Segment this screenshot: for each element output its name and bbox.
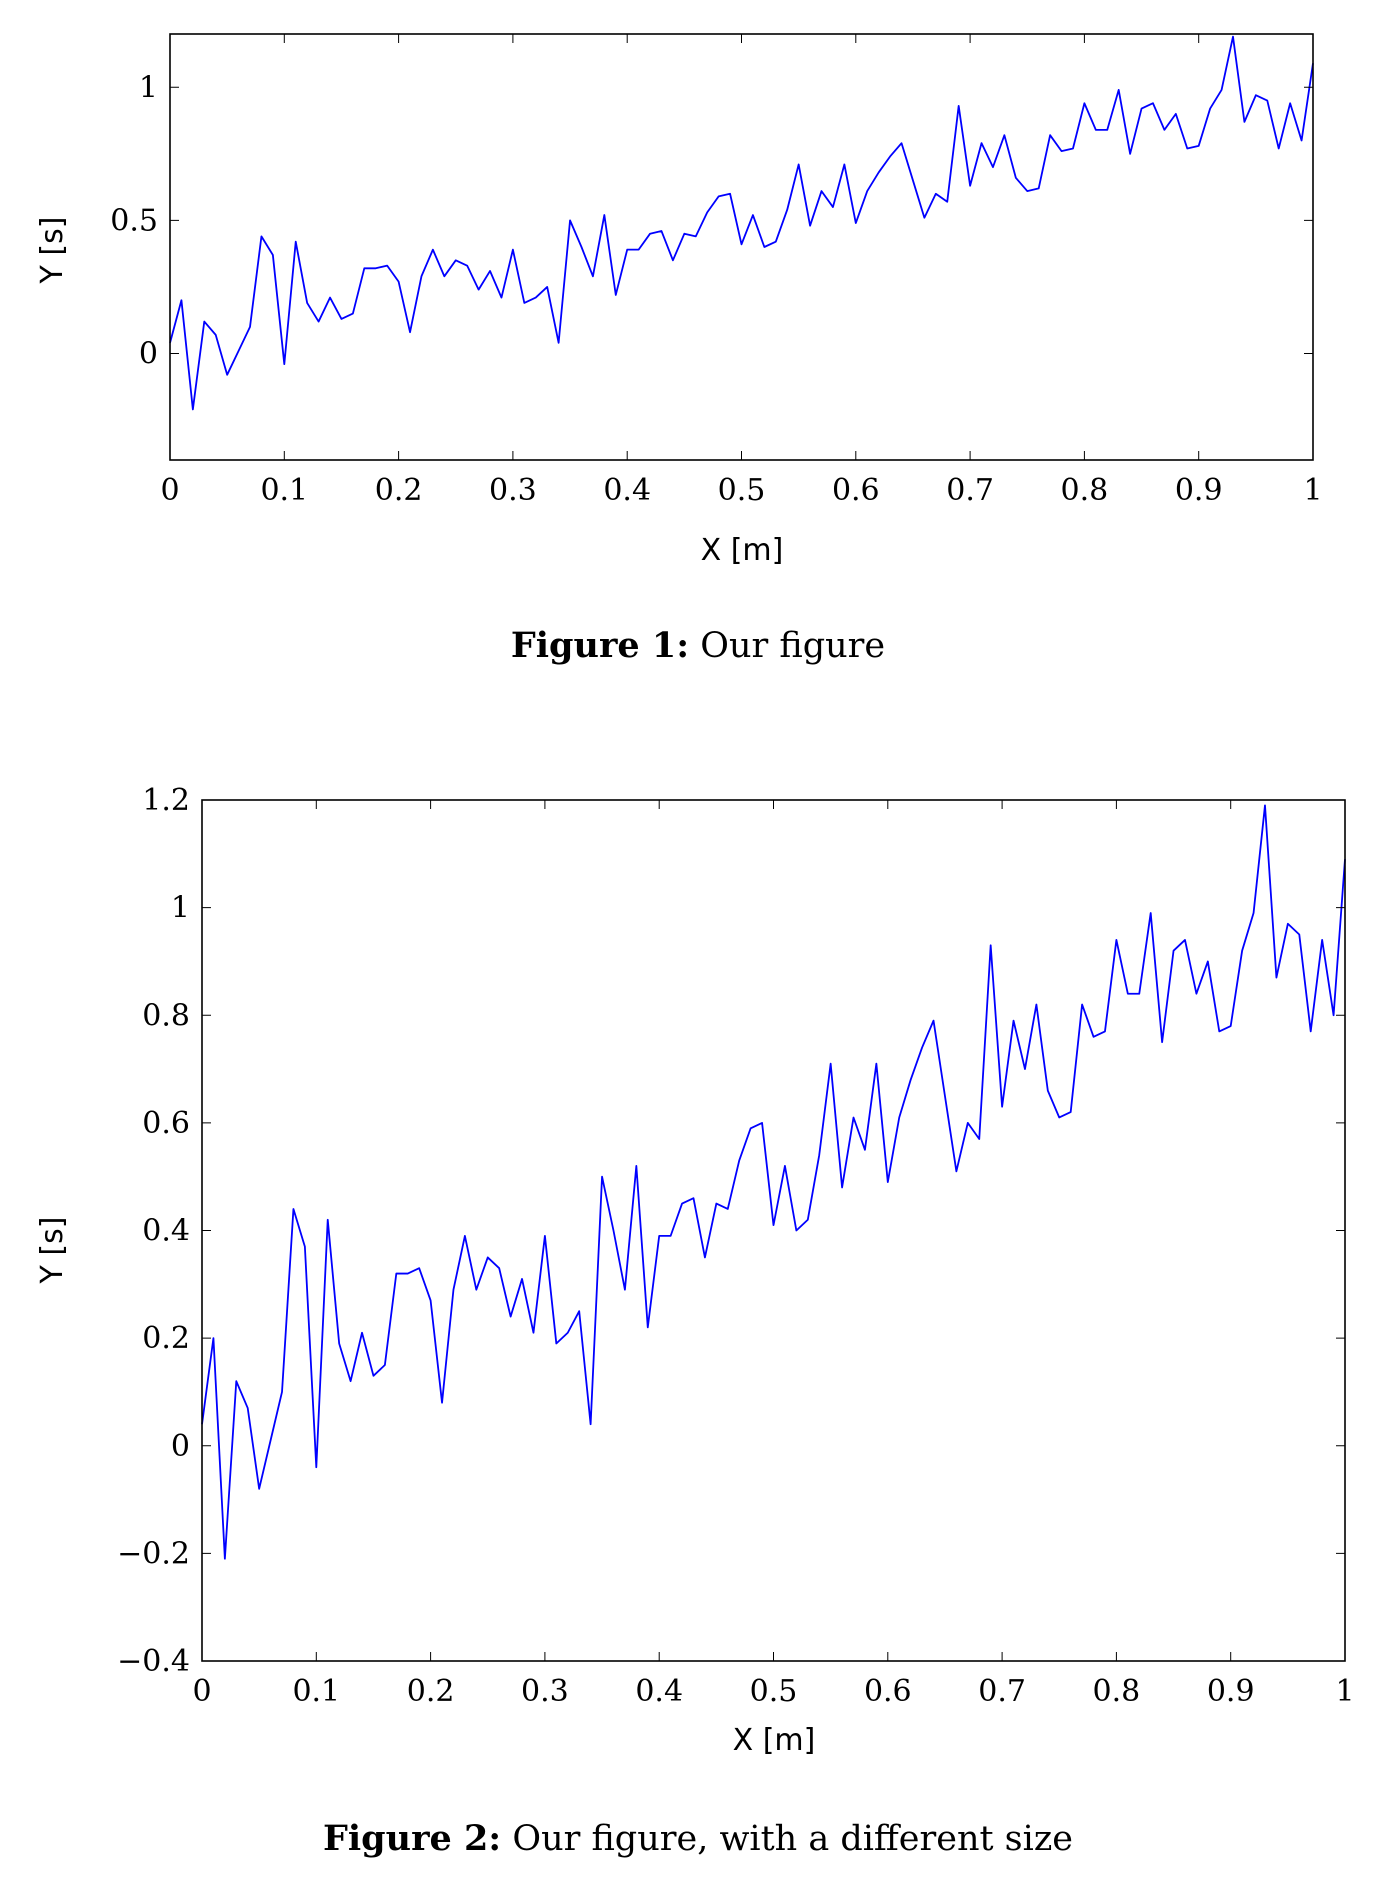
figure-1-plot-frame (169, 33, 1314, 461)
figure-1-y-tick-label: 0 (139, 337, 158, 372)
figure-2-x-tick-label: 0.4 (635, 1674, 683, 1709)
figure-2-x-tick-label: 0.7 (978, 1674, 1026, 1709)
figure-2-x-tick-label: 0.3 (521, 1674, 569, 1709)
figure-2-y-tick-label: 0.8 (142, 998, 190, 1033)
figure-2-y-tick-label: 0.2 (142, 1321, 190, 1356)
figure-2-y-tick-label: 0.4 (142, 1214, 190, 1249)
figure-1-x-tick-label: 0 (160, 473, 179, 508)
figure-2-x-tick-label: 1 (1335, 1674, 1354, 1709)
figure-2-y-tick-label: 1.2 (142, 783, 190, 818)
figure-2-caption-label: Figure 2: (323, 1818, 502, 1859)
figure-2-x-tick-label: 0.6 (864, 1674, 912, 1709)
figure-1-chart: Y [s] X [m] 0 0.1 0.2 0.3 0.4 0.5 0.6 0.7 0.8 0.9… (35, 33, 1323, 568)
figure-2-plot-frame (201, 799, 1346, 1662)
figure-2-y-tick-label: 0 (171, 1429, 190, 1464)
figure-2-x-tick-label: 0 (192, 1674, 211, 1709)
figure-1-x-tick-label: 1 (1303, 473, 1322, 508)
figure-2-y-tick-label: 0.6 (142, 1106, 190, 1141)
figure-1-x-tick-label: 0.7 (946, 473, 994, 508)
figure-1-caption-text: Our figure (700, 626, 886, 666)
figure-2-y-axis-label: Y [s] (35, 1217, 70, 1285)
figure-1-x-tick-label: 0.6 (832, 473, 880, 508)
figure-2-x-tick-label: 0.5 (750, 1674, 798, 1709)
figure-2-y-tick-label: 1 (171, 891, 190, 926)
figure-1-x-axis-label: X [m] (701, 533, 784, 568)
figure-1-x-tick-label: 0.1 (260, 473, 308, 508)
figure-1-series-line (169, 35, 1314, 411)
figure-1-x-tick-label: 0.4 (603, 473, 651, 508)
figure-1-y-tick-label: 0.5 (110, 203, 158, 238)
figure-1-x-tick-label: 0.3 (489, 473, 537, 508)
figure-2-y-tick-label: −0.4 (117, 1644, 190, 1679)
figure-2-x-tick-label: 0.2 (407, 1674, 455, 1709)
figure-2-caption-text: Our figure, with a different size (512, 1819, 1073, 1859)
figure-2-caption: Figure 2: Our figure, with a different s… (0, 1818, 1396, 1859)
figure-2-x-tick-label: 0.1 (292, 1674, 340, 1709)
figure-1-x-tick-label: 0.9 (1175, 473, 1223, 508)
figure-2-chart: Y [s] X [m] 0 0.1 0.2 0.3 0.4 0.5 0.6 0.7 0.8 0.9… (35, 783, 1355, 1758)
figure-1-y-tick-label: 1 (139, 70, 158, 105)
figure-1-caption-label: Figure 1: (510, 625, 690, 666)
figure-2-x-tick-label: 0.9 (1207, 1674, 1255, 1709)
figure-2-y-tick-label: −0.2 (117, 1536, 190, 1571)
figure-1-x-tick-label: 0.8 (1061, 473, 1109, 508)
figure-2-series-line (201, 804, 1346, 1560)
figure-1-caption: Figure 1: Our figure (0, 625, 1396, 666)
figure-2-x-axis-label: X [m] (733, 1723, 816, 1758)
figure-1-x-tick-label: 0.2 (375, 473, 423, 508)
figure-1-y-axis-label: Y [s] (35, 217, 70, 285)
figure-2-x-tick-label: 0.8 (1093, 1674, 1141, 1709)
figure-1-x-tick-label: 0.5 (718, 473, 766, 508)
